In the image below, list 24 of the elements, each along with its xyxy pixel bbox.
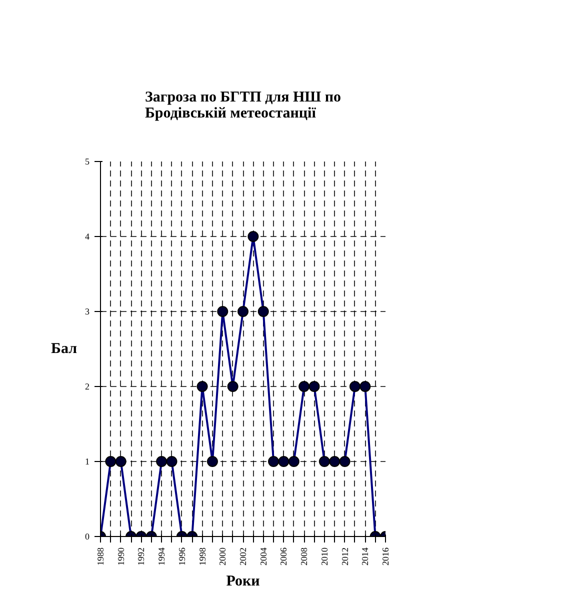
x-tick-label: 2010 — [319, 547, 330, 566]
x-tick-label: 2016 — [380, 547, 390, 566]
y-tick-label: 1 — [85, 456, 90, 466]
x-tick-label: 2004 — [258, 547, 268, 566]
y-tick-label: 5 — [85, 156, 90, 166]
x-tick-label: 1998 — [197, 547, 208, 566]
y-tick-label: 3 — [85, 306, 90, 316]
chart-title: Загроза по БГТП для НШ по Бродівській метеостанції — [144, 90, 342, 122]
y-tick-label: 0 — [85, 532, 90, 542]
x-tick-label: 1990 — [116, 547, 126, 566]
x-tick-label: 1994 — [156, 547, 167, 566]
y-tick-label: 2 — [85, 382, 90, 392]
y-axis-title: Бал — [51, 341, 78, 357]
x-tick-label: 2014 — [360, 547, 370, 566]
x-tick-label: 2000 — [218, 547, 228, 566]
y-tick-label: 4 — [85, 232, 90, 242]
x-tick-label: 2002 — [238, 548, 248, 566]
x-tick-label: 1996 — [176, 547, 187, 566]
x-tick-label: 2008 — [299, 547, 310, 566]
x-tick-label: 1988 — [96, 547, 106, 566]
x-tick-label: 1992 — [136, 548, 146, 566]
x-tick-label: 2012 — [340, 548, 350, 566]
x-tick-label: 2006 — [278, 547, 289, 566]
x-axis-title: Роки — [226, 574, 260, 590]
